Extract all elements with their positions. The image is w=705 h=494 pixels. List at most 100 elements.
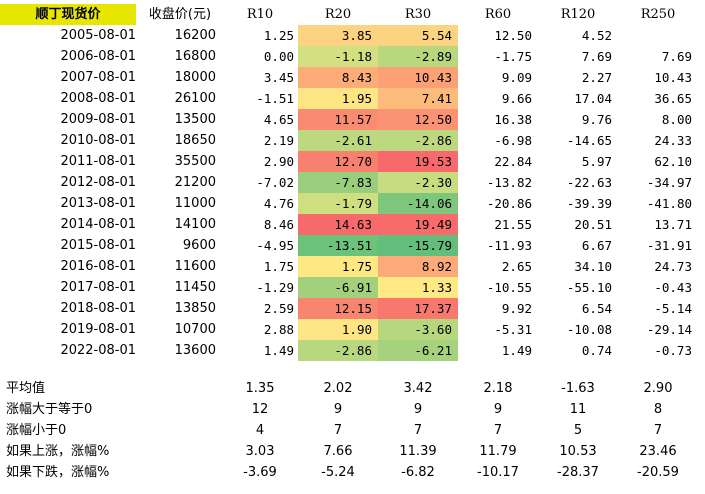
value-cell-r60[interactable]: 12.50	[494, 28, 532, 43]
stat-value-r20[interactable]: -5.24	[321, 465, 355, 480]
value-cell-r30[interactable]: -2.30	[378, 172, 458, 193]
stat-value-r250[interactable]: -20.59	[637, 465, 679, 480]
value-cell-r250[interactable]: -29.14	[646, 322, 692, 337]
stat-value-r120[interactable]: 10.53	[559, 444, 597, 459]
header-r20[interactable]: R20	[324, 7, 352, 22]
value-cell-r20[interactable]: -2.86	[298, 340, 378, 361]
value-cell-r60[interactable]: 22.84	[494, 154, 532, 169]
value-cell-r20[interactable]: -6.91	[298, 277, 378, 298]
stat-label[interactable]: 如果下跌，涨幅%	[6, 465, 110, 480]
stat-value-r10[interactable]: 1.35	[245, 381, 275, 396]
value-cell-r30[interactable]: -15.79	[378, 235, 458, 256]
value-cell-r10[interactable]: -4.95	[256, 238, 294, 253]
stat-value-r250[interactable]: 8	[653, 402, 663, 417]
value-cell-r60[interactable]: -6.98	[494, 133, 532, 148]
stat-value-r20[interactable]: 7.66	[323, 444, 353, 459]
date-cell[interactable]: 2006-08-01	[60, 49, 136, 64]
header-r250[interactable]: R250	[640, 7, 676, 22]
stat-value-r120[interactable]: -28.37	[557, 465, 599, 480]
value-cell-r120[interactable]: 6.54	[581, 301, 612, 316]
value-cell-r10[interactable]: -1.51	[256, 91, 294, 106]
value-cell-r30[interactable]: -14.06	[378, 193, 458, 214]
stat-value-r120[interactable]: 5	[573, 423, 583, 438]
value-cell-r20[interactable]: 8.43	[298, 67, 378, 88]
header-price[interactable]: 收盘价(元)	[148, 7, 212, 22]
date-cell[interactable]: 2007-08-01	[60, 70, 136, 85]
value-cell-r20[interactable]: -7.83	[298, 172, 378, 193]
value-cell-r120[interactable]: 20.51	[574, 217, 612, 232]
date-cell[interactable]: 2014-08-01	[60, 217, 136, 232]
value-cell-r20[interactable]: 1.95	[298, 88, 378, 109]
value-cell-r60[interactable]: -1.75	[494, 49, 532, 64]
value-cell-r10[interactable]: 8.46	[263, 217, 294, 232]
value-cell-r20[interactable]: 12.15	[298, 298, 378, 319]
value-cell-r30[interactable]: 19.53	[378, 151, 458, 172]
value-cell-r120[interactable]: 34.10	[574, 259, 612, 274]
stat-value-r60[interactable]: -10.17	[477, 465, 519, 480]
stat-value-r250[interactable]: 7	[653, 423, 663, 438]
price-cell[interactable]: 13500	[174, 112, 216, 127]
value-cell-r120[interactable]: 5.97	[581, 154, 612, 169]
date-cell[interactable]: 2018-08-01	[60, 301, 136, 316]
value-cell-r20[interactable]: 14.63	[298, 214, 378, 235]
header-title[interactable]: 顺丁现货价	[0, 4, 136, 25]
value-cell-r120[interactable]: 4.52	[581, 28, 612, 43]
value-cell-r10[interactable]: -7.02	[256, 175, 294, 190]
value-cell-r20[interactable]: -1.18	[298, 46, 378, 67]
stat-value-r250[interactable]: 23.46	[639, 444, 677, 459]
stat-label[interactable]: 涨幅小于0	[6, 423, 67, 438]
stat-value-r20[interactable]: 9	[333, 402, 343, 417]
value-cell-r250[interactable]: 24.73	[654, 259, 692, 274]
stat-value-r20[interactable]: 7	[333, 423, 343, 438]
value-cell-r30[interactable]: -2.86	[378, 130, 458, 151]
value-cell-r250[interactable]: 7.69	[661, 49, 692, 64]
value-cell-r60[interactable]: 2.65	[501, 259, 532, 274]
stat-value-r30[interactable]: 11.39	[399, 444, 437, 459]
value-cell-r10[interactable]: 0.00	[263, 49, 294, 64]
date-cell[interactable]: 2011-08-01	[60, 154, 136, 169]
stat-value-r10[interactable]: -3.69	[243, 465, 277, 480]
value-cell-r20[interactable]: 1.90	[298, 319, 378, 340]
value-cell-r10[interactable]: 3.45	[263, 70, 294, 85]
date-cell[interactable]: 2016-08-01	[60, 259, 136, 274]
value-cell-r30[interactable]: 12.50	[378, 109, 458, 130]
stat-value-r60[interactable]: 2.18	[483, 381, 513, 396]
price-cell[interactable]: 18650	[174, 133, 216, 148]
value-cell-r120[interactable]: 2.27	[581, 70, 612, 85]
date-cell[interactable]: 2010-08-01	[60, 133, 136, 148]
stat-label[interactable]: 涨幅大于等于0	[6, 402, 93, 417]
value-cell-r250[interactable]: -0.73	[654, 343, 692, 358]
date-cell[interactable]: 2005-08-01	[60, 28, 136, 43]
value-cell-r120[interactable]: -55.10	[566, 280, 612, 295]
value-cell-r60[interactable]: -5.31	[494, 322, 532, 337]
value-cell-r250[interactable]: -41.80	[646, 196, 692, 211]
date-cell[interactable]: 2008-08-01	[60, 91, 136, 106]
price-cell[interactable]: 11600	[174, 259, 216, 274]
value-cell-r60[interactable]: 21.55	[494, 217, 532, 232]
value-cell-r120[interactable]: 9.76	[581, 112, 612, 127]
value-cell-r10[interactable]: -1.29	[256, 280, 294, 295]
value-cell-r60[interactable]: 9.66	[501, 91, 532, 106]
value-cell-r120[interactable]: 0.74	[581, 343, 612, 358]
value-cell-r10[interactable]: 1.49	[263, 343, 294, 358]
stat-value-r30[interactable]: 9	[413, 402, 423, 417]
value-cell-r20[interactable]: -13.51	[298, 235, 378, 256]
value-cell-r60[interactable]: -11.93	[486, 238, 532, 253]
stat-value-r250[interactable]: 2.90	[643, 381, 673, 396]
value-cell-r10[interactable]: 1.25	[263, 28, 294, 43]
header-r60[interactable]: R60	[484, 7, 512, 22]
value-cell-r30[interactable]: 8.92	[378, 256, 458, 277]
value-cell-r30[interactable]: 7.41	[378, 88, 458, 109]
value-cell-r250[interactable]: 10.43	[654, 70, 692, 85]
stat-value-r30[interactable]: 3.42	[403, 381, 433, 396]
value-cell-r30[interactable]: 5.54	[378, 25, 458, 46]
value-cell-r20[interactable]: 11.57	[298, 109, 378, 130]
value-cell-r20[interactable]: 12.70	[298, 151, 378, 172]
value-cell-r60[interactable]: 9.92	[501, 301, 532, 316]
price-cell[interactable]: 13850	[174, 301, 216, 316]
stat-label[interactable]: 如果上涨，涨幅%	[6, 444, 110, 459]
value-cell-r30[interactable]: 1.33	[378, 277, 458, 298]
value-cell-r30[interactable]: 17.37	[378, 298, 458, 319]
stat-value-r120[interactable]: 11	[569, 402, 587, 417]
value-cell-r250[interactable]: 36.65	[654, 91, 692, 106]
